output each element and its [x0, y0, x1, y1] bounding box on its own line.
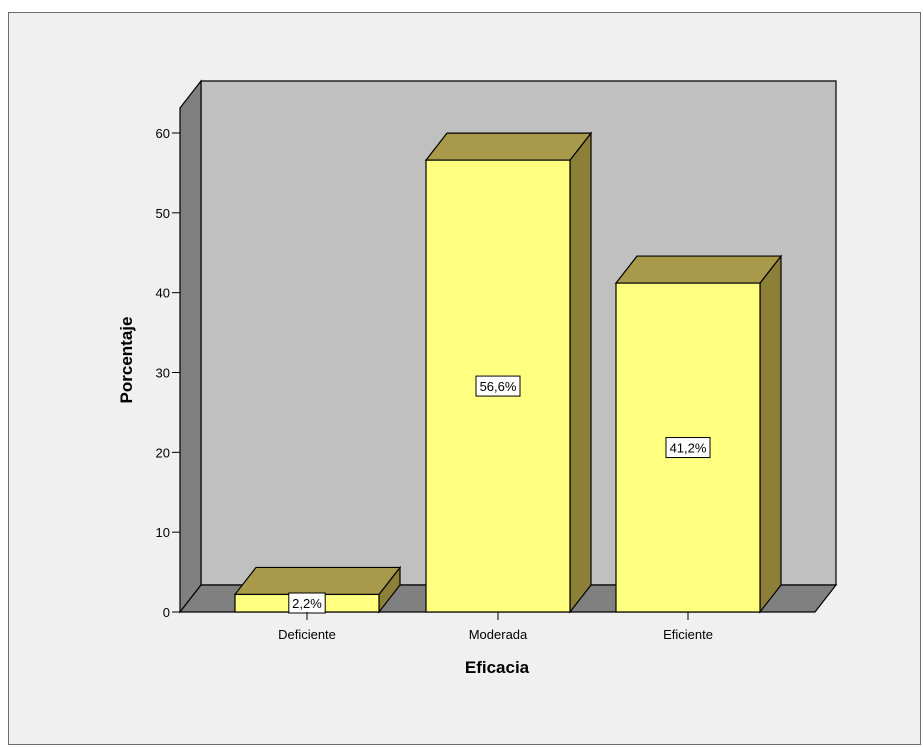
y-axis: 0 10 20 30 40 50 60: [156, 126, 180, 620]
bars: 2,2% 56,6% 41,2%: [233, 131, 783, 614]
bar-top: [424, 132, 593, 161]
y-tick-label: 40: [156, 286, 170, 301]
y-tick-label: 50: [156, 206, 170, 221]
bar-side: [759, 254, 782, 614]
y-tick-label: 10: [156, 525, 170, 540]
y-tick-label: 0: [163, 605, 170, 620]
data-label: 41,2%: [670, 441, 707, 456]
data-label-box: [665, 437, 711, 459]
x-tick-label: Moderada: [469, 627, 528, 642]
bar-side: [569, 131, 592, 614]
x-tick-label: Deficiente: [278, 627, 336, 642]
y-tick-label: 60: [156, 126, 170, 141]
y-tick-label: 30: [156, 366, 170, 381]
bar-top: [614, 255, 783, 284]
x-tick-label: Eficiente: [663, 627, 713, 642]
data-label: 2,2%: [292, 596, 322, 611]
bar-deficiente: 2,2%: [233, 565, 402, 614]
bar-moderada: 56,6%: [424, 131, 593, 614]
x-axis: Deficiente Moderada Eficiente: [278, 612, 713, 642]
bar-eficiente: 41,2%: [614, 254, 783, 614]
y-tick-label: 20: [156, 445, 170, 460]
x-axis-title: Eficacia: [465, 658, 530, 677]
side-wall: [179, 79, 202, 614]
y-axis-title: Porcentaje: [117, 317, 136, 404]
bar-top: [233, 566, 402, 596]
data-label: 56,6%: [480, 379, 517, 394]
data-label-box: [475, 375, 521, 397]
